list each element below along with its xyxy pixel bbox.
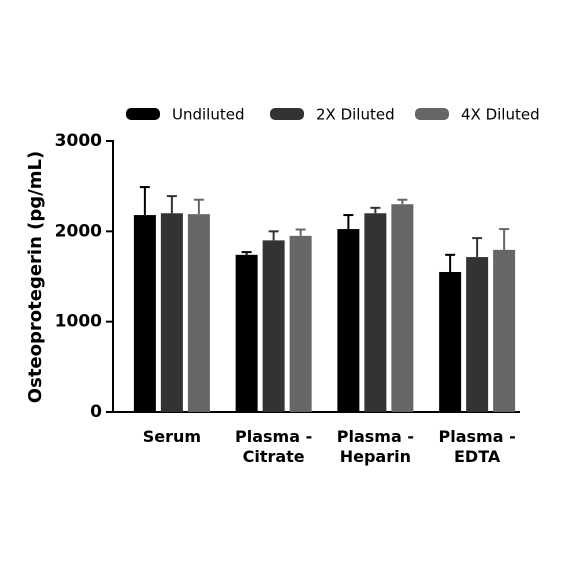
error-bar bbox=[445, 253, 456, 272]
legend-label: 2X Diluted bbox=[316, 106, 395, 124]
y-tick-label: 3000 bbox=[55, 131, 102, 151]
bar bbox=[337, 229, 360, 412]
error-bar bbox=[193, 198, 204, 215]
error-bar bbox=[499, 228, 510, 250]
bar bbox=[235, 254, 258, 412]
x-tick-label: Serum bbox=[142, 427, 202, 446]
bar bbox=[187, 214, 210, 412]
legend-swatch bbox=[415, 108, 449, 120]
bar bbox=[289, 235, 312, 412]
error-bar bbox=[397, 198, 408, 205]
bar bbox=[466, 257, 489, 412]
error-bar bbox=[268, 230, 279, 241]
bar bbox=[364, 213, 387, 412]
bar bbox=[439, 271, 462, 412]
error-bar bbox=[241, 251, 252, 255]
legend-swatch bbox=[126, 108, 160, 120]
legend-label: Undiluted bbox=[172, 106, 244, 124]
error-bar bbox=[295, 228, 306, 236]
error-bar bbox=[370, 206, 381, 214]
bar bbox=[493, 249, 516, 412]
error-bar bbox=[472, 237, 483, 258]
y-tick-label: 1000 bbox=[55, 312, 102, 332]
bar bbox=[262, 240, 285, 412]
error-bar bbox=[139, 186, 150, 216]
legend-swatch bbox=[270, 108, 304, 120]
x-tick-label: Plasma - Heparin bbox=[336, 427, 414, 466]
error-bar bbox=[343, 214, 354, 230]
bar bbox=[133, 215, 156, 412]
y-tick-label: 2000 bbox=[55, 221, 102, 241]
legend-label: 4X Diluted bbox=[461, 106, 540, 124]
bar bbox=[391, 204, 414, 412]
error-bar bbox=[166, 195, 177, 214]
bar bbox=[160, 213, 183, 412]
x-tick-label: Plasma - EDTA bbox=[438, 427, 516, 466]
x-tick-label: Plasma - Citrate bbox=[235, 427, 313, 466]
y-axis-label: Osteoprotegerin (pg/mL) bbox=[25, 151, 46, 403]
y-tick-label: 0 bbox=[90, 402, 102, 422]
